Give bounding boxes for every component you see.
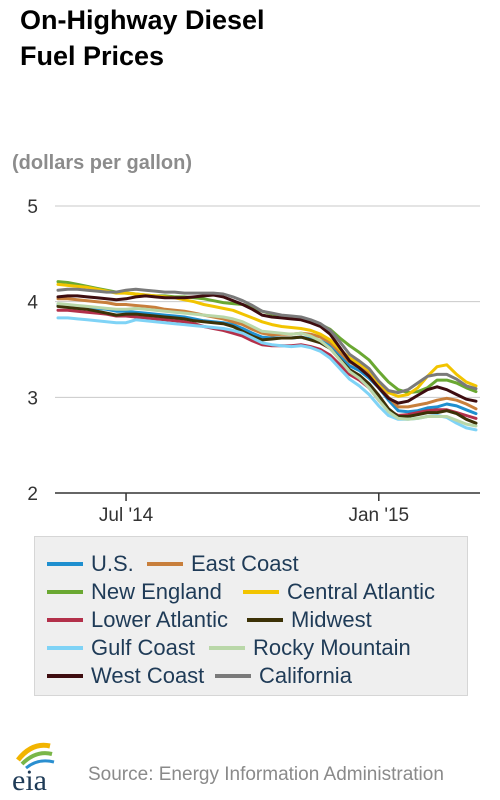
legend-item-new-england: New England	[47, 579, 222, 605]
legend-label: Gulf Coast	[91, 635, 195, 660]
legend-label: Midwest	[291, 607, 372, 632]
legend-label: West Coast	[91, 663, 205, 688]
legend-label: New England	[91, 579, 222, 604]
legend-swatch	[147, 562, 183, 566]
legend-item-rocky-mountain: Rocky Mountain	[209, 635, 411, 661]
source-note: Source: Energy Information Administratio…	[88, 764, 444, 785]
y-tick-label: 3	[27, 388, 38, 409]
grid-lines	[55, 205, 480, 398]
y-tick-label: 5	[27, 197, 38, 218]
y-tick-label: 4	[27, 293, 38, 314]
logo-arc-green	[20, 751, 53, 766]
logo-arc-yellow	[16, 742, 51, 762]
y-axis-units-label: (dollars per gallon)	[12, 152, 193, 174]
legend-swatch	[209, 646, 245, 650]
legend-swatch	[243, 590, 279, 594]
legend-swatch	[215, 674, 251, 678]
series-line-rocky-mountain	[56, 302, 478, 428]
y-axis-tick-labels: 2 3 4 5	[27, 197, 38, 505]
series-line-west-coast	[56, 293, 478, 405]
series-line-central-atlantic	[56, 282, 478, 398]
line-chart: 2 3 4 5 Jul '14 Jan '15	[27, 197, 480, 526]
legend-item-east-coast: East Coast	[147, 551, 299, 577]
series-line-california	[56, 287, 478, 395]
x-tick-label: Jul '14	[99, 505, 154, 526]
legend-item-u-s: U.S.	[47, 551, 134, 577]
legend-item-west-coast: West Coast	[47, 663, 204, 689]
chart-legend: U.S. East Coast New England Central Atlanti…	[34, 536, 468, 696]
legend-label: U.S.	[91, 551, 134, 576]
legend-label: Rocky Mountain	[253, 635, 411, 660]
legend-swatch	[47, 646, 83, 650]
legend-label: Lower Atlantic	[91, 607, 228, 632]
series-line-lower-atlantic	[56, 308, 478, 420]
legend-item-california: California	[215, 663, 352, 689]
footer: eia Source: Energy Information Administr…	[0, 740, 500, 800]
series-line-u-s	[56, 304, 478, 416]
legend-item-lower-atlantic: Lower Atlantic	[47, 607, 228, 633]
legend-label: Central Atlantic	[287, 579, 435, 604]
legend-item-midwest: Midwest	[247, 607, 372, 633]
legend-swatch	[247, 618, 283, 622]
legend-item-gulf-coast: Gulf Coast	[47, 635, 195, 661]
series-lines	[56, 280, 478, 432]
logo-text: eia	[12, 764, 47, 796]
legend-label: California	[259, 663, 352, 688]
legend-item-central-atlantic: Central Atlantic	[243, 579, 435, 605]
eia-logo: eia	[12, 742, 55, 796]
chart-title-line-2: Fuel Prices	[20, 41, 165, 71]
series-line-midwest	[56, 304, 478, 425]
logo-arc-blue	[25, 759, 55, 770]
legend-swatch	[47, 618, 83, 622]
x-axis: Jul '14 Jan '15	[55, 492, 480, 526]
series-line-east-coast	[56, 297, 478, 411]
y-tick-label: 2	[27, 484, 38, 505]
chart-title: On-Highway Diesel Fuel Prices	[20, 2, 265, 74]
legend-swatch	[47, 674, 83, 678]
chart-title-line-1: On-Highway Diesel	[20, 5, 265, 35]
legend-swatch	[47, 590, 83, 594]
legend-label: East Coast	[191, 551, 299, 576]
x-tick-label: Jan '15	[348, 505, 409, 526]
legend-swatch	[47, 562, 83, 566]
